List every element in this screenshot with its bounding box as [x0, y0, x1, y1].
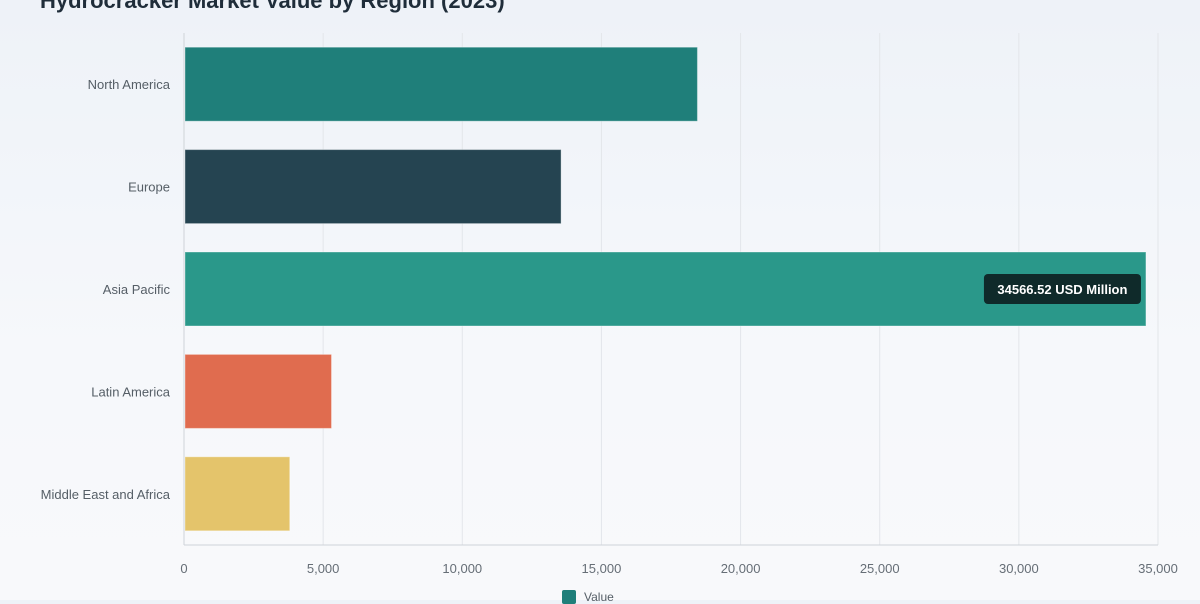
x-tick-label: 15,000 — [582, 561, 622, 576]
x-tick-label: 5,000 — [307, 561, 340, 576]
bar-middle-east-and-africa[interactable] — [184, 456, 291, 532]
tooltip-box — [983, 274, 1141, 304]
x-tick-label: 30,000 — [999, 561, 1039, 576]
chart-title: Hydrocracker Market Value by Region (202… — [40, 0, 505, 13]
category-label: Middle East and Africa — [41, 487, 171, 502]
x-tick-label: 10,000 — [442, 561, 482, 576]
bar-latin-america[interactable] — [184, 353, 332, 429]
category-label: Europe — [128, 180, 170, 195]
legend-label: Value — [584, 590, 614, 604]
legend-swatch — [562, 590, 576, 604]
category-label: Latin America — [91, 384, 171, 399]
legend[interactable]: Value — [562, 590, 614, 604]
x-axis-ticks: 0 5,000 10,000 15,000 20,000 25,000 30,000 35,0… — [180, 561, 1178, 576]
x-tick-label: 25,000 — [860, 561, 900, 576]
bar-north-america[interactable] — [184, 46, 698, 122]
category-label: Asia Pacific — [103, 282, 171, 297]
x-tick-label: 35,000 — [1138, 561, 1178, 576]
tooltip: 34566.52 USD Million — [983, 274, 1141, 304]
x-tick-label: 20,000 — [721, 561, 761, 576]
tooltip-text: 34566.52 USD Million — [997, 282, 1127, 297]
bar-europe[interactable] — [184, 149, 562, 225]
category-label: North America — [88, 77, 171, 92]
category-labels: North America Europe Asia Pacific Latin Ame… — [41, 77, 171, 502]
x-tick-label: 0 — [180, 561, 187, 576]
